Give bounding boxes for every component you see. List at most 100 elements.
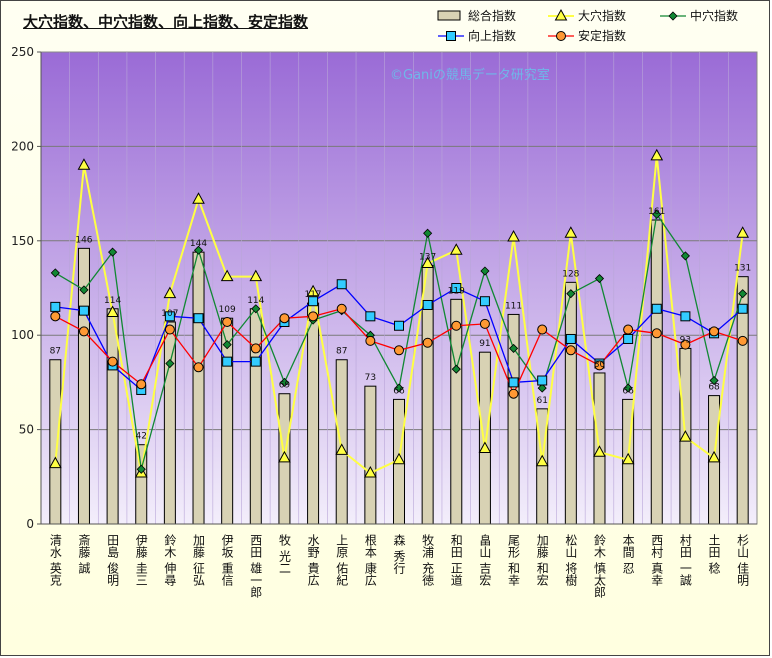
marker-chuana <box>508 343 519 353</box>
bar-sogo <box>163 321 176 525</box>
x-tick-label: 鈴木 伸尋 <box>163 533 177 586</box>
x-tick-label: 森 秀行 <box>392 533 406 574</box>
marker-antei <box>136 379 147 390</box>
data-label-group: 87 146 114 42 107 144 109 114 69 117 87 73 66 137 119 9… <box>50 207 752 442</box>
marker-legend-daiana <box>554 8 568 21</box>
x-tick-label: 西田 雄一郎 <box>249 534 263 598</box>
marker-kojo <box>164 311 175 322</box>
x-tick-label: 根本 康広 <box>363 534 377 586</box>
marker-kojo <box>565 333 576 344</box>
bar-data-label: 161 <box>648 207 665 217</box>
marker-antei <box>193 362 204 373</box>
marker-daiana <box>335 443 349 455</box>
x-tick-label: 鈴木 慎太郎 <box>592 533 606 598</box>
marker-daiana <box>421 256 434 268</box>
y-tick-label: 100 <box>11 328 34 342</box>
bar-data-label: 93 <box>680 335 691 345</box>
marker-daiana <box>48 456 62 469</box>
x-tick-label: 上原 佑紀 <box>335 534 349 586</box>
marker-daiana <box>621 452 635 465</box>
legend-label: 中穴指数 <box>690 8 738 23</box>
x-tick-label: 杉山 佳明 <box>736 534 750 587</box>
marker-daiana <box>163 286 177 299</box>
bar-data-label: 107 <box>161 309 178 319</box>
marker-antei <box>365 335 376 346</box>
bar-sogo <box>450 298 463 525</box>
marker-daiana <box>306 284 320 297</box>
marker-antei <box>451 320 462 331</box>
x-tick-label: 畠山 吉宏 <box>478 533 492 587</box>
marker-kojo <box>78 305 89 316</box>
bar-data-label: 87 <box>336 347 347 357</box>
marker-daiana <box>478 441 492 453</box>
bar-sogo <box>249 308 262 525</box>
bar-data-label: 80 <box>594 360 606 370</box>
marker-antei <box>394 345 404 356</box>
marker-antei <box>279 313 290 324</box>
marker-kojo <box>365 311 376 322</box>
marker-chuana <box>251 304 261 314</box>
marker-chuana <box>108 247 118 257</box>
marker-kojo <box>737 303 748 314</box>
marker-antei <box>78 326 89 337</box>
marker-kojo <box>422 299 433 310</box>
line-group <box>48 148 750 478</box>
marker-chuana <box>652 209 662 219</box>
bar-data-label: 114 <box>247 296 264 306</box>
marker-antei <box>107 356 118 367</box>
marker-daiana <box>593 445 606 457</box>
marker-daiana <box>650 148 664 161</box>
bar-sogo <box>106 308 119 525</box>
marker-antei <box>164 324 175 335</box>
marker-chuana <box>709 375 719 386</box>
marker-antei <box>508 388 519 399</box>
marker-antei <box>308 311 319 322</box>
bar-data-label: 128 <box>562 269 579 279</box>
marker-daiana <box>449 243 463 255</box>
marker-kojo <box>250 356 261 367</box>
marker-kojo <box>193 313 204 324</box>
marker-daiana <box>106 305 119 318</box>
marker-daiana <box>77 158 91 170</box>
marker-antei <box>737 335 748 346</box>
bar-data-label: 117 <box>304 290 321 300</box>
marker-antei <box>537 324 548 335</box>
x-tick-label: 松山 将樹 <box>564 534 578 586</box>
bar-sogo <box>192 251 205 525</box>
marker-kojo <box>479 296 490 307</box>
bar-data-label: 69 <box>279 381 291 391</box>
marker-daiana <box>707 450 721 463</box>
marker-antei <box>336 303 347 314</box>
bar-sogo <box>364 385 377 525</box>
marker-daiana <box>192 192 205 204</box>
marker-daiana <box>736 226 750 238</box>
x-tick-label: 村田 一誠 <box>678 534 692 587</box>
bar-data-label: 42 <box>136 432 147 442</box>
y-tick-label: 50 <box>19 423 34 437</box>
marker-antei <box>651 328 662 339</box>
bar-sogo <box>307 302 320 525</box>
x-tick-label: 西村 真幸 <box>650 534 664 586</box>
bar-data-label: 91 <box>479 339 490 349</box>
legend-label: 総合指数 <box>468 8 516 23</box>
marker-kojo <box>537 375 548 386</box>
x-axis: 清水 英克 斎藤 誠 田島 俊明 伊藤 圭三 鈴木 伸尋 加藤 征弘 伊坂 重信 西田 雄一郎… <box>41 523 757 598</box>
marker-chuana <box>193 245 204 255</box>
bar-sogo <box>478 351 491 525</box>
marker-chuana <box>50 268 60 278</box>
x-tick-label: 斎藤 誠 <box>77 533 91 575</box>
marker-kojo <box>651 303 662 314</box>
bar-data-label: 137 <box>419 252 436 262</box>
bar-data-label: 144 <box>190 239 207 249</box>
x-tick-label: 伊坂 重信 <box>220 534 234 587</box>
bar-data-label: 114 <box>104 296 121 306</box>
marker-daiana <box>278 450 291 463</box>
marker-chuana <box>566 289 576 299</box>
marker-chuana <box>423 228 433 238</box>
bar-data-label: 73 <box>365 373 376 383</box>
x-tick-label: 牧 光二 <box>277 534 291 574</box>
bar-data-label: 87 <box>50 347 61 357</box>
bar-sogo <box>335 359 348 525</box>
bar-data-label: 146 <box>75 235 92 245</box>
x-tick-label: 田島 俊明 <box>106 534 120 586</box>
